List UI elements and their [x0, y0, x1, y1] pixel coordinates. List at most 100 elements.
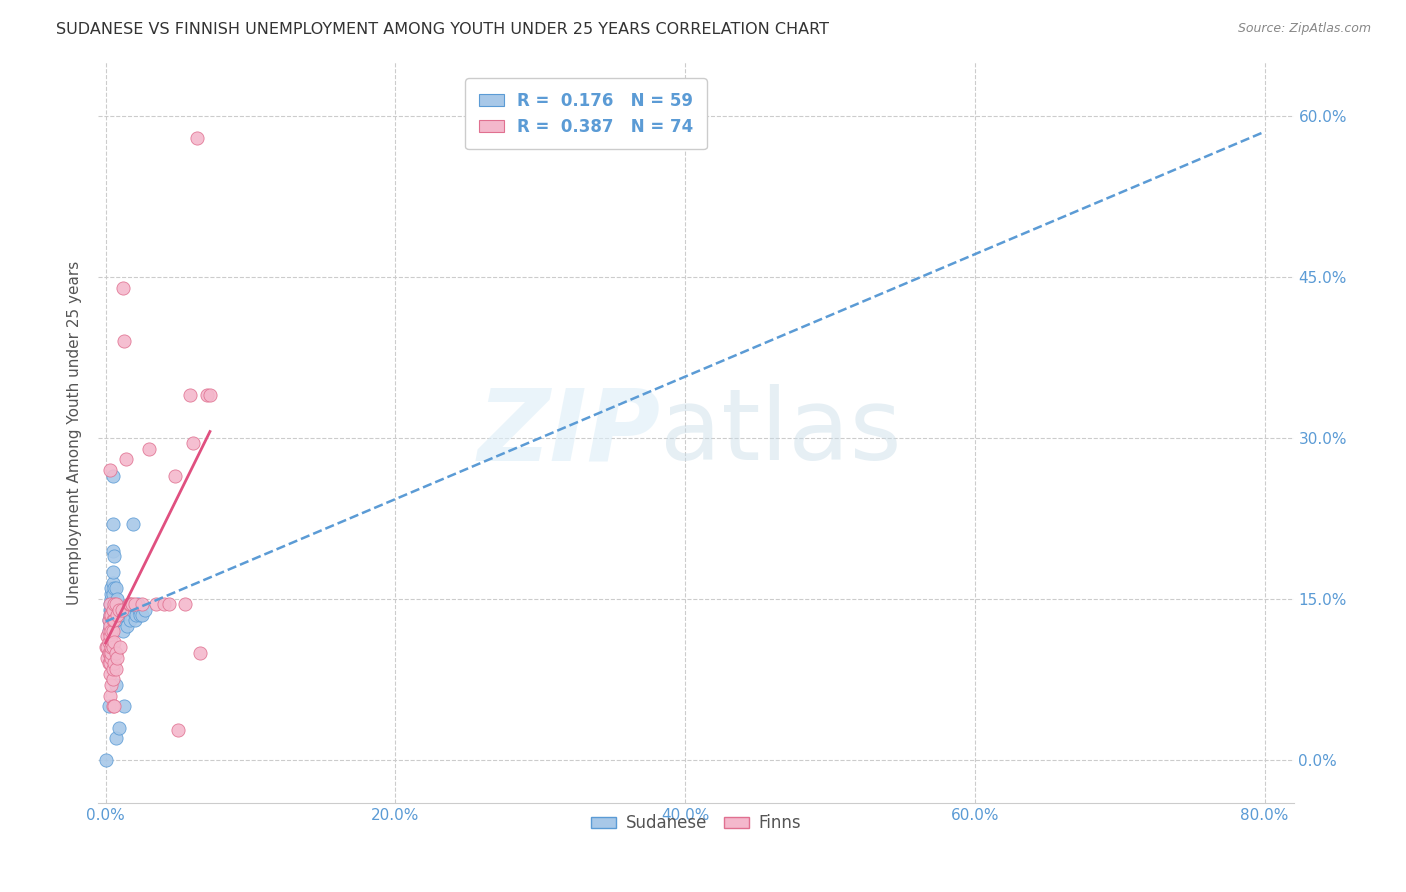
Point	[98, 619, 121, 633]
Text: Source: ZipAtlas.com: Source: ZipAtlas.com	[1237, 22, 1371, 36]
Point	[100, 640, 122, 655]
Point	[110, 602, 132, 616]
Point	[101, 575, 124, 590]
Point	[105, 651, 128, 665]
Point	[100, 591, 122, 606]
Point	[138, 442, 160, 456]
Point	[101, 662, 124, 676]
Point	[104, 678, 127, 692]
Point	[97, 624, 120, 639]
Point	[167, 723, 190, 737]
Point	[98, 463, 121, 477]
Point	[100, 602, 122, 616]
Point	[134, 602, 156, 616]
Point	[107, 721, 129, 735]
Point	[100, 614, 122, 628]
Legend: Sudanese, Finns: Sudanese, Finns	[583, 807, 808, 838]
Point	[121, 597, 143, 611]
Point	[100, 646, 122, 660]
Point	[103, 549, 125, 563]
Point	[157, 597, 180, 611]
Point	[118, 602, 141, 616]
Point	[101, 699, 124, 714]
Point	[98, 635, 121, 649]
Point	[131, 607, 153, 622]
Point	[100, 624, 122, 639]
Point	[120, 597, 142, 611]
Point	[129, 607, 152, 622]
Point	[97, 657, 120, 671]
Point	[98, 597, 121, 611]
Point	[96, 651, 118, 665]
Point	[103, 699, 125, 714]
Point	[98, 624, 121, 639]
Point	[186, 130, 208, 145]
Point	[114, 699, 136, 714]
Point	[101, 586, 124, 600]
Point	[181, 436, 204, 450]
Point	[100, 581, 122, 595]
Point	[94, 640, 117, 655]
Point	[104, 597, 127, 611]
Point	[101, 602, 124, 616]
Point	[101, 565, 124, 579]
Point	[108, 640, 131, 655]
Point	[98, 689, 121, 703]
Point	[198, 388, 221, 402]
Point	[114, 334, 136, 349]
Point	[96, 630, 118, 644]
Point	[195, 388, 218, 402]
Point	[101, 468, 124, 483]
Point	[103, 614, 125, 628]
Point	[97, 614, 120, 628]
Point	[117, 619, 139, 633]
Point	[96, 640, 118, 655]
Point	[121, 602, 143, 616]
Point	[101, 602, 124, 616]
Point	[107, 602, 129, 616]
Point	[101, 516, 124, 531]
Point	[97, 646, 120, 660]
Point	[100, 597, 122, 611]
Point	[105, 607, 128, 622]
Point	[104, 646, 127, 660]
Point	[127, 597, 149, 611]
Point	[112, 624, 135, 639]
Point	[188, 646, 211, 660]
Point	[103, 657, 125, 671]
Point	[103, 581, 125, 595]
Point	[97, 699, 120, 714]
Point	[97, 624, 120, 639]
Text: atlas: atlas	[661, 384, 901, 481]
Point	[101, 624, 124, 639]
Point	[98, 614, 121, 628]
Point	[100, 586, 122, 600]
Point	[98, 657, 121, 671]
Point	[122, 516, 145, 531]
Point	[105, 591, 128, 606]
Point	[120, 614, 142, 628]
Point	[179, 388, 201, 402]
Point	[105, 602, 128, 616]
Point	[118, 597, 141, 611]
Point	[98, 667, 121, 681]
Point	[103, 597, 125, 611]
Text: SUDANESE VS FINNISH UNEMPLOYMENT AMONG YOUTH UNDER 25 YEARS CORRELATION CHART: SUDANESE VS FINNISH UNEMPLOYMENT AMONG Y…	[56, 22, 830, 37]
Point	[115, 452, 138, 467]
Point	[103, 635, 125, 649]
Point	[100, 607, 122, 622]
Point	[100, 607, 122, 622]
Point	[103, 597, 125, 611]
Point	[98, 607, 121, 622]
Point	[101, 673, 124, 687]
Point	[100, 635, 122, 649]
Point	[104, 607, 127, 622]
Point	[94, 753, 117, 767]
Point	[98, 597, 121, 611]
Point	[124, 597, 146, 611]
Point	[125, 607, 148, 622]
Point	[112, 281, 135, 295]
Point	[98, 640, 121, 655]
Point	[104, 731, 127, 746]
Point	[101, 614, 124, 628]
